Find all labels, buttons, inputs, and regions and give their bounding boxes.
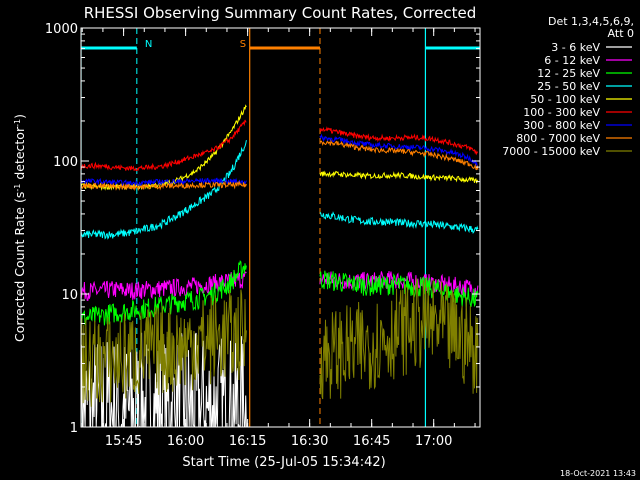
y-tick-label-0: 1 (70, 421, 78, 436)
series-7 (81, 139, 479, 192)
y-tick-label-3: 1000 (45, 22, 78, 37)
legend-label-2: 12 - 25 keV (537, 67, 600, 80)
series-3-segment-0 (81, 140, 247, 240)
y-axis-label: Corrected Count Rate (s-1 detector-1) (12, 114, 27, 342)
legend-label-6: 300 - 800 keV (523, 119, 600, 132)
series-7-segment-1 (319, 139, 479, 171)
series-3-segment-1 (319, 211, 479, 235)
series-6-segment-0 (81, 177, 247, 188)
y-axis-label-sup1: -1 (13, 184, 22, 192)
series-7-segment-0 (81, 180, 247, 192)
y-axis-label-sup2: -1 (13, 119, 22, 127)
legend-header-0: Det 1,3,4,5,6,9, (548, 15, 634, 28)
marker-N-label: N (145, 39, 152, 50)
series-2-segment-0 (81, 260, 247, 326)
legend-header-1: Att 0 (608, 27, 634, 40)
series-5-segment-1 (319, 126, 479, 156)
series-3 (81, 140, 479, 240)
y-axis-label-end: ) (12, 114, 27, 119)
series-2-segment-1 (319, 270, 479, 308)
legend-label-7: 800 - 7000 keV (516, 132, 600, 145)
series-8-segment-0 (81, 289, 247, 407)
timestamp: 18-Oct-2021 13:43 (560, 469, 636, 478)
x-tick-label-5: 17:00 (415, 434, 452, 449)
legend-label-8: 7000 - 15000 keV (502, 145, 600, 158)
y-tick-label-1: 10 (61, 288, 78, 303)
marker-S-label: S (240, 39, 246, 50)
x-axis-label: Start Time (25-Jul-05 15:34:42) (182, 455, 385, 470)
legend-label-4: 50 - 100 keV (530, 93, 600, 106)
series-2 (81, 260, 479, 326)
series-5-segment-0 (81, 119, 247, 172)
axes: 1 10 100 1000 15:45 16:00 16:15 16:30 16:45 17:00 (45, 22, 481, 449)
x-tick-label-4: 16:45 (353, 434, 390, 449)
y-axis-label-main: Corrected Count Rate (s (12, 192, 27, 342)
chart-title: RHESSI Observing Summary Count Rates, Co… (84, 4, 477, 22)
legend-label-1: 6 - 12 keV (544, 54, 600, 67)
legend-label-0: 3 - 6 keV (551, 41, 600, 54)
x-tick-label-2: 16:15 (229, 434, 266, 449)
series-4-segment-1 (319, 170, 479, 184)
x-tick-label-1: 16:00 (167, 434, 204, 449)
x-tick-label-0: 15:45 (105, 434, 142, 449)
x-tick-label-3: 16:30 (291, 434, 328, 449)
legend-label-5: 100 - 300 keV (523, 106, 600, 119)
series-8-segment-1 (319, 278, 479, 400)
series-5 (81, 119, 479, 172)
y-axis-label-mid: detector (12, 126, 27, 184)
y-tick-label-2: 100 (53, 155, 78, 170)
legend-label-3: 25 - 50 keV (537, 80, 600, 93)
series-8 (81, 278, 479, 407)
plot-frame (80, 27, 481, 428)
